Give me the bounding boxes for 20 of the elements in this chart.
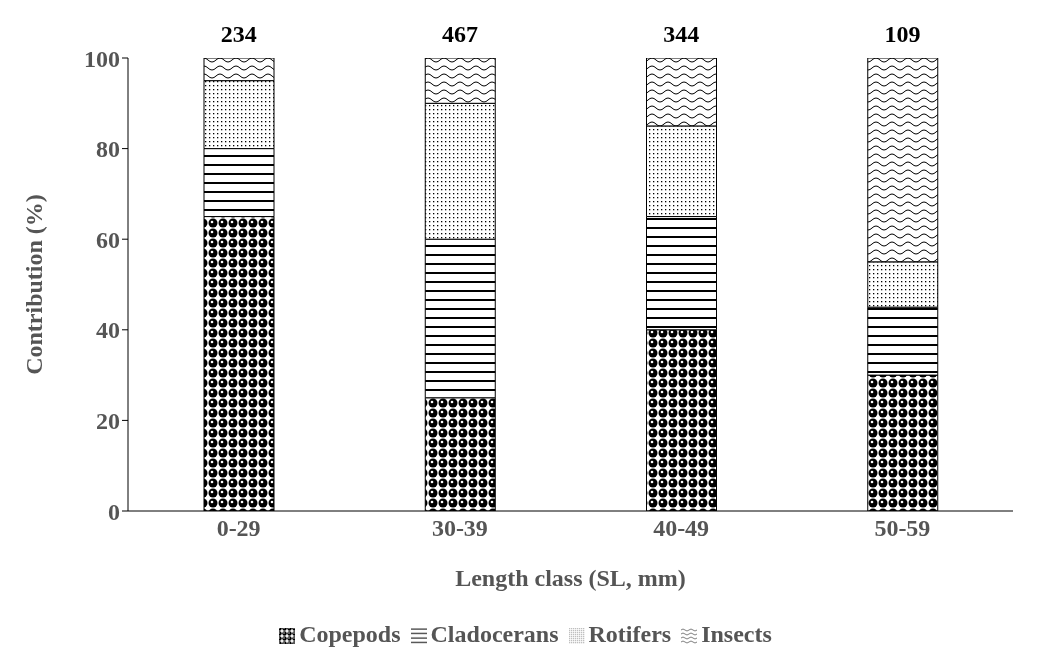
x-tick-label: 30-39 (431, 515, 488, 542)
legend-label: Insects (701, 621, 772, 647)
y-tick-label: 20 (96, 407, 120, 434)
legend-label: Rotifers (588, 621, 672, 647)
annotation: 109 (884, 21, 921, 47)
legend-label: Cladocerans (430, 621, 559, 647)
x-tick-label: 0-29 (216, 515, 261, 542)
annotation: 467 (441, 21, 478, 47)
y-tick-label: 40 (96, 317, 120, 344)
y-tick-label: 100 (84, 45, 120, 72)
y-tick-label: 60 (96, 226, 120, 253)
x-tick-label: 40-49 (653, 515, 710, 542)
annotation: 344 (663, 21, 700, 47)
y-tick-label: 0 (108, 498, 120, 525)
y-tick-label: 80 (96, 136, 120, 163)
legend-label: Copepods (299, 621, 401, 647)
x-axis-title: Length class (SL, mm) (455, 565, 686, 591)
x-tick-label: 50-59 (874, 515, 931, 542)
annotation: 234 (220, 21, 257, 47)
y-axis-title: Contribution (%) (20, 194, 47, 375)
